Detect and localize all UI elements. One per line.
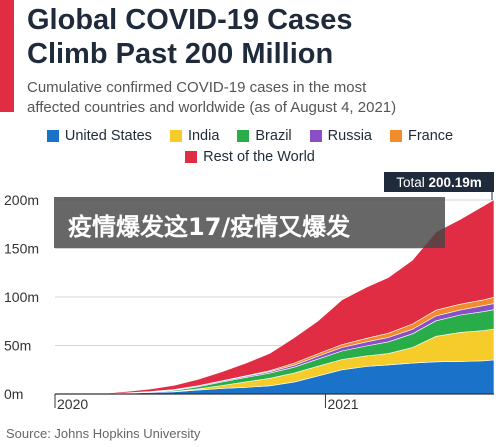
legend-row: United States India Brazil Russia France xyxy=(0,128,500,144)
overlay-text: 疫情爆发这17/疫情又爆发 xyxy=(68,213,351,241)
total-prefix: Total xyxy=(396,175,428,190)
legend-label: France xyxy=(407,128,454,144)
legend-label: India xyxy=(187,128,220,144)
overlay-banner: 疫情爆发这17/疫情又爆发 xyxy=(54,197,445,248)
chart-title: Global COVID-19 Cases Climb Past 200 Mil… xyxy=(27,3,487,71)
legend-label: Rest of the World xyxy=(203,149,315,165)
y-tick-label: 0m xyxy=(4,386,23,402)
legend-swatch xyxy=(309,130,322,142)
x-tick-label: 2021 xyxy=(327,396,358,412)
total-value: 200.19m xyxy=(428,175,481,190)
legend-item-united-states: United States xyxy=(46,128,152,144)
total-box xyxy=(384,172,494,192)
legend-item-rest-of-world: Rest of the World xyxy=(185,149,315,165)
area-series xyxy=(54,199,495,395)
legend-item-france: France xyxy=(389,128,454,144)
legend-row: Rest of the World xyxy=(0,149,500,165)
legend-swatch xyxy=(389,130,402,142)
legend-swatch xyxy=(46,130,59,142)
y-tick-label: 50m xyxy=(4,338,31,354)
total-label: Total 200.19m xyxy=(396,175,482,190)
legend-swatch xyxy=(185,151,198,163)
y-tick-label: 200m xyxy=(4,192,39,208)
legend-item-brazil: Brazil xyxy=(237,128,292,144)
legend-label: Brazil xyxy=(255,128,292,144)
total-callout: Total 200.19m xyxy=(384,172,494,200)
legend-item-india: India xyxy=(169,128,220,144)
accent-bar xyxy=(0,0,14,112)
area-rest-of-the-world xyxy=(54,199,495,395)
chart-subtitle-line: Cumulative confirmed COVID-19 cases in t… xyxy=(27,79,367,96)
chart-title-line: Climb Past 200 Million xyxy=(27,38,334,70)
legend-label: Russia xyxy=(327,128,372,144)
chart-subtitle: Cumulative confirmed COVID-19 cases in t… xyxy=(27,78,487,118)
legend-swatch xyxy=(169,130,182,142)
legend-swatch xyxy=(237,130,250,142)
tick-labels: 0m 50m 100m 150m 200m 2020 2021 xyxy=(4,192,359,412)
chart-subtitle-line: affected countries and worldwide (as of … xyxy=(27,99,397,116)
y-tick-label: 150m xyxy=(4,241,39,257)
source-note: Source: Johns Hopkins University xyxy=(6,426,201,441)
legend-item-russia: Russia xyxy=(309,128,372,144)
chart-title-line: Global COVID-19 Cases xyxy=(27,4,353,36)
axes xyxy=(54,393,494,408)
y-tick-label: 100m xyxy=(4,289,39,305)
x-tick-label: 2020 xyxy=(57,396,88,412)
legend-label: United States xyxy=(64,128,152,144)
